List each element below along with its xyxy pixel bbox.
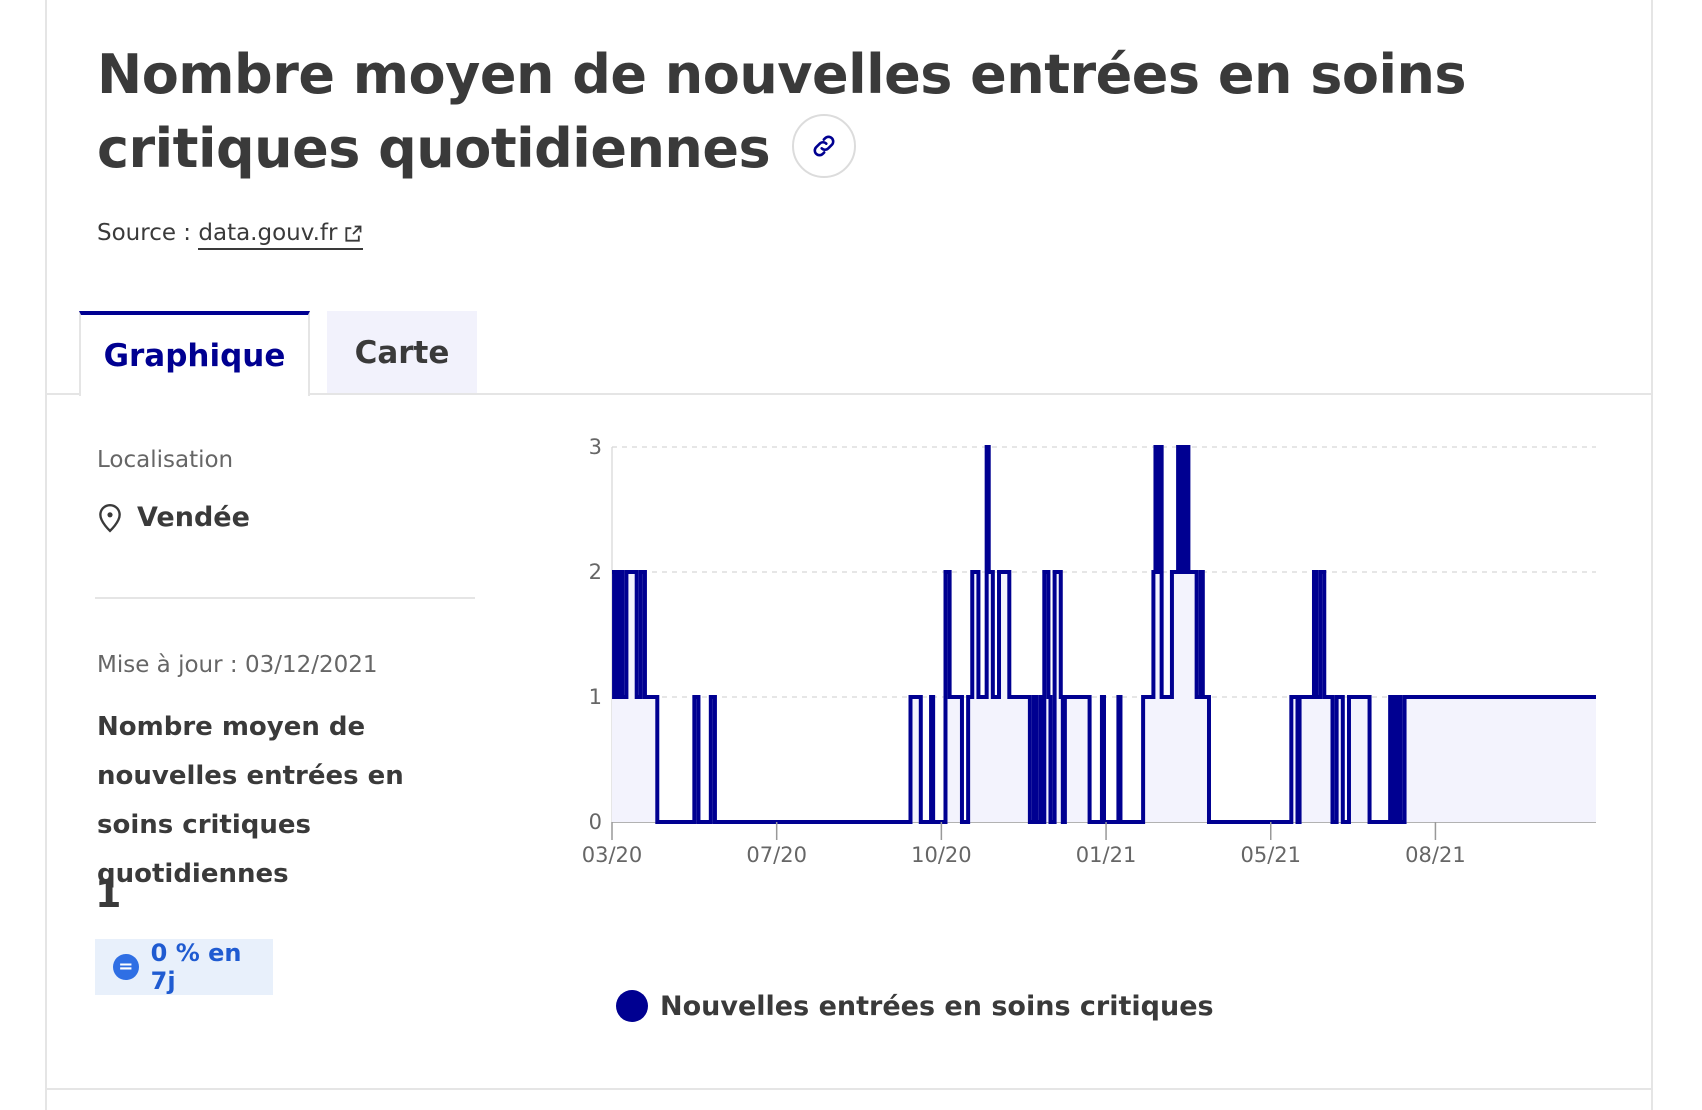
tab-graphique[interactable]: Graphique	[79, 311, 310, 396]
x-tick-label-01/21: 01/21	[1076, 843, 1137, 867]
y-tick-label-2: 2	[589, 560, 602, 584]
chart-legend: Nouvelles entrées en soins critiques	[616, 990, 1214, 1022]
legend-label: Nouvelles entrées en soins critiques	[660, 990, 1214, 1022]
source-line: Source : data.gouv.fr	[97, 220, 364, 250]
tab-carte[interactable]: Carte	[327, 311, 477, 394]
map-pin-icon	[99, 503, 121, 532]
update-date: Mise à jour : 03/12/2021	[97, 652, 378, 678]
x-tick-label-03/20: 03/20	[582, 843, 643, 867]
line-chart: 0 1 2 3 03/20 07/20 10/20 01/21 05/21 08/21	[582, 435, 1596, 867]
location-label: Localisation	[97, 447, 234, 473]
x-tick-label-05/21: 05/21	[1240, 843, 1301, 867]
indicator-card	[45, 0, 1653, 1110]
y-tick-label-3: 3	[589, 435, 602, 459]
kpi-title: Nombre moyen de nouvelles entrées en soi…	[97, 712, 404, 889]
trend-text: 0 % en 7j	[150, 939, 242, 995]
link-icon	[813, 135, 835, 157]
page-title: Nombre moyen de nouvelles entrées en soi…	[97, 43, 1467, 180]
tabs-divider	[45, 393, 1653, 395]
copy-link-button[interactable]	[792, 114, 857, 179]
location-selector[interactable]: Vendée	[97, 502, 250, 533]
source-link[interactable]: data.gouv.fr	[198, 220, 364, 250]
x-tick-label-10/20: 10/20	[911, 843, 972, 867]
equal-icon: =	[113, 954, 139, 980]
y-tick-label-1: 1	[589, 685, 602, 709]
external-link-icon	[345, 225, 362, 242]
card-bottom-divider	[45, 1088, 1653, 1090]
trend-badge: = 0 % en 7j	[95, 939, 273, 995]
y-tick-label-0: 0	[589, 810, 602, 834]
x-tick-label-08/21: 08/21	[1405, 843, 1466, 867]
sidebar-divider	[95, 597, 475, 599]
series-line	[612, 445, 1596, 824]
kpi-value: 1	[95, 872, 122, 916]
location-value: Vendée	[137, 502, 250, 533]
x-tick-label-07/20: 07/20	[746, 843, 807, 867]
source-label: Source :	[97, 220, 199, 246]
legend-dot	[616, 990, 648, 1022]
